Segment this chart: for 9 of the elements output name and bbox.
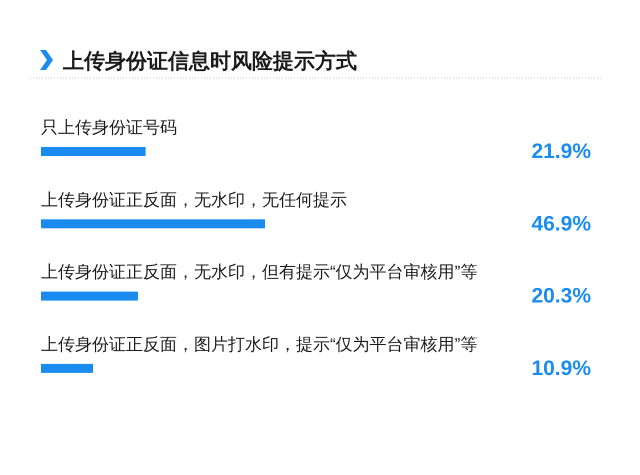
value-label: 21.9%: [531, 140, 591, 163]
value-label: 46.9%: [531, 212, 591, 236]
category-label: 上传身份证正反面，图片打水印，提示“仅为平台审核用”等: [41, 334, 478, 354]
category-label: 上传身份证正反面，无水印，但有提示“仅为平台审核用”等: [41, 262, 478, 282]
value-label: 10.9%: [531, 356, 591, 380]
category-label: 上传身份证正反面，无水印，无任何提示: [41, 190, 347, 210]
category-label: 只上传身份证号码: [41, 118, 177, 137]
title: 上传身份证信息时风险提示方式: [63, 50, 357, 73]
value-label: 20.3%: [531, 284, 591, 308]
